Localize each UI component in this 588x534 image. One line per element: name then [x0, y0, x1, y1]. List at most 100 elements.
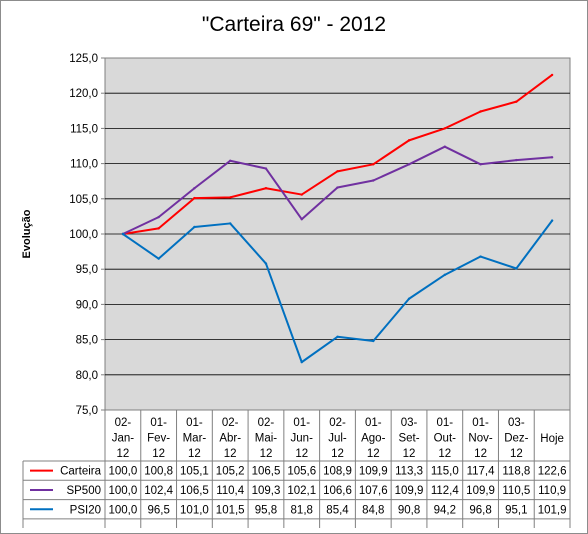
x-category-label: 12 — [188, 448, 201, 460]
data-table-cell: 100,0 — [108, 504, 137, 516]
data-point — [515, 267, 518, 270]
x-category-label: Set- — [398, 433, 419, 445]
legend-label: Carteira — [60, 466, 102, 478]
data-point — [336, 186, 339, 189]
data-table-cell: 118,8 — [502, 466, 530, 478]
data-table-cell: 110,9 — [538, 485, 566, 497]
data-table-cell: 122,6 — [538, 466, 567, 478]
data-point — [157, 257, 160, 260]
x-category-label: 12 — [260, 448, 273, 460]
data-point — [121, 232, 125, 236]
x-category-label: Ago- — [361, 433, 385, 445]
x-category-label: Out- — [434, 433, 457, 445]
x-category-label: Mai- — [255, 433, 278, 445]
data-point — [443, 145, 447, 148]
x-category-label: 12 — [367, 448, 380, 460]
x-category-label: 03- — [508, 417, 525, 429]
data-table-cell: 109,9 — [359, 466, 388, 478]
y-tick-label: 115,0 — [70, 123, 98, 135]
data-table-cell: 81,8 — [291, 504, 313, 516]
data-point — [372, 163, 375, 166]
data-point — [479, 255, 482, 258]
data-table-cell: 108,9 — [323, 466, 352, 478]
data-point — [336, 170, 339, 173]
y-tick-label: 105,0 — [69, 194, 98, 206]
data-point — [228, 196, 232, 199]
data-point — [193, 196, 196, 200]
data-point — [228, 222, 232, 225]
data-table-cell: 84,8 — [362, 504, 384, 516]
data-table-cell: 106,5 — [180, 485, 209, 497]
data-point — [300, 193, 303, 196]
x-category-label: Jul- — [328, 433, 347, 445]
data-table-cell: 110,4 — [216, 485, 245, 497]
data-table-cell: 109,9 — [395, 485, 424, 497]
x-category-label: 02- — [258, 417, 275, 429]
x-category-label: Fev- — [147, 433, 170, 445]
x-category-label: 01- — [293, 417, 310, 429]
data-table-cell: 105,6 — [287, 466, 316, 478]
data-point — [407, 163, 411, 166]
data-table-cell: 110,5 — [502, 485, 530, 497]
data-table-cell: 94,2 — [434, 504, 456, 516]
y-tick-label: 75,0 — [76, 405, 98, 417]
chart-title: "Carteira 69" - 2012 — [201, 13, 387, 36]
y-tick-label: 110,0 — [70, 159, 98, 171]
y-tick-label: 85,0 — [76, 335, 98, 347]
data-table-cell: 112,4 — [431, 485, 460, 497]
x-category-label: 12 — [403, 448, 416, 460]
data-table-cell: 90,8 — [398, 504, 420, 516]
data-point — [264, 262, 268, 265]
data-point — [228, 159, 232, 162]
x-category-label: 12 — [152, 448, 165, 460]
data-point — [193, 187, 196, 190]
x-category-label: 12 — [510, 448, 523, 460]
x-category-label: 01- — [365, 417, 382, 429]
data-table-cell: 100,0 — [108, 466, 137, 478]
x-category-label: 12 — [438, 448, 451, 460]
x-category-label: 01- — [436, 417, 453, 429]
data-point — [264, 187, 268, 190]
data-point — [300, 360, 303, 364]
x-category-label: 12 — [224, 448, 237, 460]
data-table-cell: 101,9 — [538, 504, 567, 516]
data-point — [300, 218, 303, 221]
legend-label: SP500 — [66, 485, 101, 497]
data-point — [336, 335, 339, 338]
data-table-cell: 100,0 — [108, 485, 137, 497]
y-tick-label: 80,0 — [76, 370, 98, 382]
x-category-label: 02- — [222, 417, 239, 429]
data-table-cell: 115,0 — [431, 466, 459, 478]
data-point — [479, 163, 482, 166]
data-point — [193, 225, 196, 229]
data-table-cell: 96,8 — [469, 504, 491, 516]
x-category-label: Hoje — [540, 433, 564, 445]
data-point — [515, 100, 518, 103]
data-point — [479, 110, 482, 113]
y-tick-label: 95,0 — [76, 264, 98, 276]
data-point — [157, 227, 160, 230]
x-category-label: 03- — [401, 417, 418, 429]
data-point — [515, 158, 518, 162]
data-point — [157, 215, 160, 219]
data-point — [407, 139, 411, 142]
data-table-cell: 105,2 — [216, 466, 245, 478]
data-table-cell: 106,6 — [323, 485, 352, 497]
data-table-cell: 95,8 — [255, 504, 277, 516]
x-category-label: Abr- — [219, 433, 241, 445]
data-point — [550, 73, 554, 77]
data-table-cell: 117,4 — [467, 466, 496, 478]
legend-label: PSI20 — [70, 504, 101, 516]
data-table-cell: 106,5 — [252, 466, 281, 478]
data-point — [443, 273, 447, 277]
x-category-label: 01- — [186, 417, 203, 429]
x-category-label: 02- — [115, 417, 132, 429]
data-table-cell: 107,6 — [359, 485, 388, 497]
data-point — [550, 156, 554, 159]
data-point — [372, 179, 375, 182]
data-table-cell: 102,1 — [287, 485, 316, 497]
y-tick-label: 90,0 — [76, 299, 98, 311]
x-category-label: Mar- — [183, 433, 207, 445]
y-tick-label: 100,0 — [69, 229, 98, 241]
